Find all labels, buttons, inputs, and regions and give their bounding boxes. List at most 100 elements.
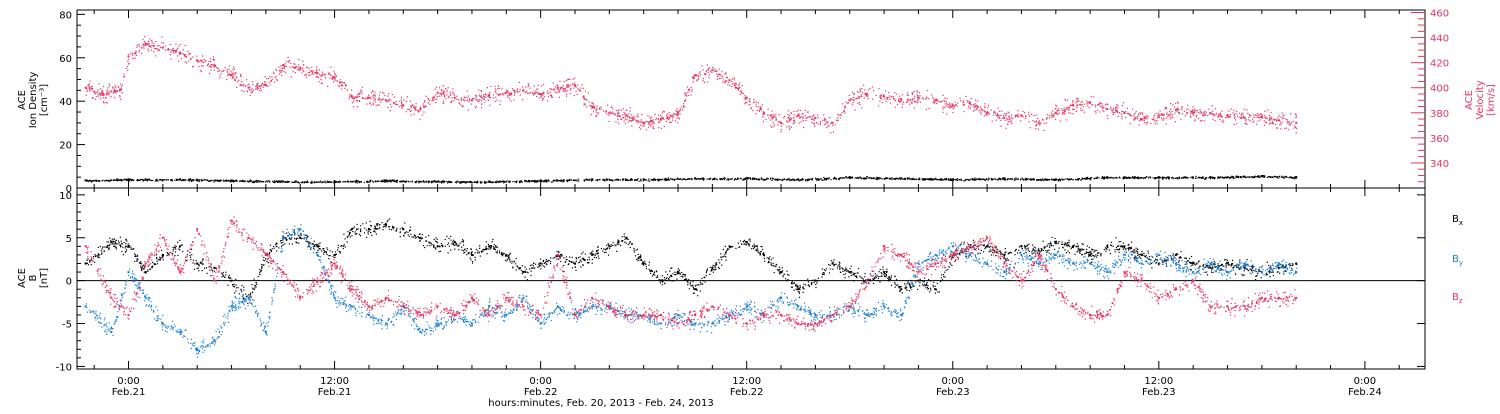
top-series-1-dot [114,97,115,98]
top-series-1-dot [1155,121,1156,122]
top-series-1-dot [933,98,934,99]
top-series-1-dot [719,69,720,70]
top-series-0-dot [145,178,146,179]
top-series-1-dot [1253,114,1254,115]
top-series-1-dot [434,98,435,99]
top-series-1-dot [599,108,600,109]
top-series-1-dot [517,91,518,92]
top-series-1-dot [1147,122,1148,123]
top-series-1-dot [1044,123,1045,124]
top-series-1-dot [1058,108,1059,109]
top-series-1-dot [305,74,306,75]
top-series-1-dot [982,109,983,110]
top-series-0-dot [991,179,992,180]
top-series-0-dot [301,182,302,183]
top-series-1-dot [390,100,391,101]
top-series-1-dot [373,100,374,101]
top-series-0-dot [658,180,659,181]
top-series-0-dot [489,181,490,182]
top-series-0-dot [935,178,936,179]
top-series-0-dot [1058,180,1059,181]
top-series-0-dot [1166,178,1167,179]
top-series-1-dot [153,45,154,46]
top-series-0-dot [750,179,751,180]
top-series-1-dot [1011,121,1012,122]
top-series-1-dot [1076,98,1077,99]
top-series-0-dot [841,177,842,178]
top-series-0-dot [1214,177,1215,178]
top-series-0-dot [680,178,681,179]
top-series-1-dot [494,86,495,87]
top-series-1-dot [302,68,303,69]
top-series-1-dot [775,114,776,115]
top-series-1-dot [528,85,529,86]
top-series-1-dot [618,112,619,113]
top-series-1-dot [564,88,565,89]
top-series-0-dot [456,181,457,182]
top-series-1-dot [391,106,392,107]
top-series-0-dot [239,181,240,182]
top-series-0-dot [1124,176,1125,177]
top-series-1-dot [793,111,794,112]
top-series-0-dot [250,180,251,181]
top-series-0-dot [808,179,809,180]
top-series-1-dot [1147,116,1148,117]
top-series-1-dot [733,83,734,84]
top-series-1-dot [441,90,442,91]
top-series-1-dot [807,117,808,118]
top-series-1-dot [378,97,379,98]
top-series-1-dot [802,120,803,121]
top-series-1-dot [1146,124,1147,125]
top-series-1-dot [219,77,220,78]
top-series-1-dot [654,114,655,115]
top-series-0-dot [143,180,144,181]
top-series-0-dot [188,178,189,179]
top-series-1-dot [866,93,867,94]
top-series-1-dot [295,67,296,68]
top-series-1-dot [186,62,187,63]
top-series-1-dot [1140,118,1141,119]
top-series-1-dot [97,89,98,90]
top-series-1-dot [488,95,489,96]
top-series-1-dot [304,75,305,76]
top-series-1-dot [893,96,894,97]
top-series-1-dot [642,123,643,124]
top-series-0-dot [577,180,578,181]
top-series-1-dot [452,92,453,93]
top-series-1-dot [826,121,827,122]
top-series-1-dot [108,94,109,95]
top-series-1-dot [443,92,444,93]
top-series-0-dot [384,182,385,183]
top-series-1-dot [789,129,790,130]
top-series-1-dot [411,107,412,108]
top-series-1-dot [1117,107,1118,108]
top-series-1-dot [232,76,233,77]
top-series-1-dot [968,106,969,107]
top-series-0-dot [1113,177,1114,178]
top-series-1-dot [557,88,558,89]
top-series-0-dot [282,181,283,182]
top-series-1-dot [883,94,884,95]
top-series-0-dot [295,181,296,182]
top-series-1-dot [463,99,464,100]
top-series-0-dot [876,177,877,178]
top-series-1-dot [216,67,217,68]
top-series-1-dot [1232,112,1233,113]
top-series-1-dot [1127,108,1128,109]
top-series-1-dot [572,83,573,84]
top-series-1-dot [169,49,170,50]
top-series-1-dot [926,109,927,110]
top-series-0-dot [776,179,777,180]
top-series-1-dot [392,94,393,95]
top-series-0-dot [1243,177,1244,178]
top-series-1-dot [805,120,806,121]
top-series-1-dot [483,99,484,100]
top-series-1-dot [241,85,242,86]
top-series-1-dot [424,101,425,102]
top-series-0-dot [615,179,616,180]
top-series-0-dot [1176,177,1177,178]
top-series-0-dot [375,181,376,182]
top-series-1-dot [333,78,334,79]
top-series-1-dot [907,101,908,102]
top-series-1-dot [1102,107,1103,108]
